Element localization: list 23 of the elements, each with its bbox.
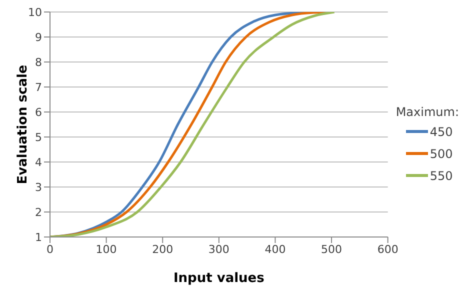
legend-label: 550: [430, 168, 453, 182]
x-tick-label: 0: [46, 242, 54, 256]
y-tick-label: 9: [35, 30, 42, 44]
y-tick-label: 6: [35, 106, 42, 119]
x-tick-label: 600: [377, 242, 398, 256]
legend-label: 450: [430, 124, 453, 138]
y-tick-label: 1: [35, 230, 42, 244]
y-axis-title: Evaluation scale: [16, 64, 31, 184]
legend-title: Maximum:: [396, 104, 459, 118]
y-tick-label: 10: [28, 6, 42, 19]
y-tick-label: 4: [35, 156, 42, 169]
y-tick-label: 2: [35, 206, 42, 219]
x-axis-title: Input values: [173, 271, 265, 286]
y-tick-label: 3: [35, 180, 42, 194]
y-tick-label: 8: [35, 56, 42, 69]
x-tick-label: 300: [208, 242, 230, 256]
x-tick-label: 200: [152, 242, 174, 256]
legend-label: 500: [430, 146, 453, 160]
x-tick-label: 500: [321, 242, 342, 256]
y-tick-label: 7: [35, 80, 42, 94]
x-tick-label: 100: [96, 242, 117, 256]
x-tick-label: 400: [264, 242, 286, 256]
y-tick-label: 5: [35, 130, 42, 144]
